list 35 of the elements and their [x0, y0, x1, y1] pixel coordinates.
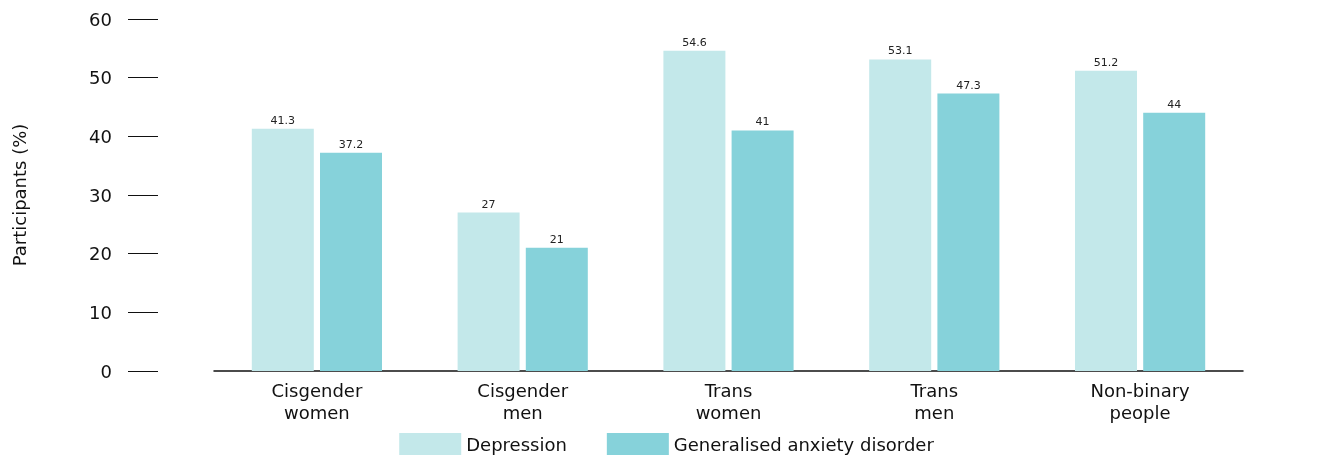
data-label: 53.1 — [887, 44, 913, 58]
legend-label: Generalised anxiety disorder — [673, 433, 935, 455]
data-label: 41.3 — [270, 113, 296, 127]
y-tick-label: 30 — [89, 184, 112, 206]
data-label: 54.6 — [682, 35, 707, 49]
bar — [525, 247, 588, 371]
bar — [320, 152, 382, 371]
y-tick-label: 20 — [89, 243, 112, 265]
bar — [731, 130, 794, 371]
data-label: 27 — [481, 197, 496, 211]
y-tick-label: 50 — [89, 67, 112, 89]
bar — [663, 50, 726, 371]
bar — [251, 128, 314, 371]
y-tick-label: 0 — [100, 360, 112, 382]
x-tick-label: Cisgender women — [271, 379, 363, 423]
data-label: 37.2 — [338, 137, 364, 151]
y-tick-label: 60 — [89, 8, 112, 30]
x-tick-label: Non-binary people — [1090, 379, 1191, 423]
bar — [457, 212, 520, 371]
bar — [869, 59, 932, 371]
data-label: 21 — [549, 232, 564, 246]
bar — [1143, 112, 1206, 371]
x-tick-label: Trans women — [695, 379, 762, 423]
bar — [937, 93, 1000, 371]
x-tick-label: Cisgender men — [477, 379, 569, 423]
y-axis-title: Participants (%) — [8, 123, 30, 267]
y-tick-label: 10 — [89, 301, 112, 323]
data-label: 41 — [755, 115, 770, 129]
bar — [1075, 70, 1137, 371]
data-label: 51.2 — [1093, 55, 1119, 69]
data-label: 47.3 — [956, 78, 981, 92]
x-tick-label: Trans men — [909, 379, 959, 423]
y-tick-label: 40 — [89, 125, 112, 147]
data-label: 44 — [1167, 97, 1182, 111]
legend-label: Depression — [466, 433, 567, 455]
